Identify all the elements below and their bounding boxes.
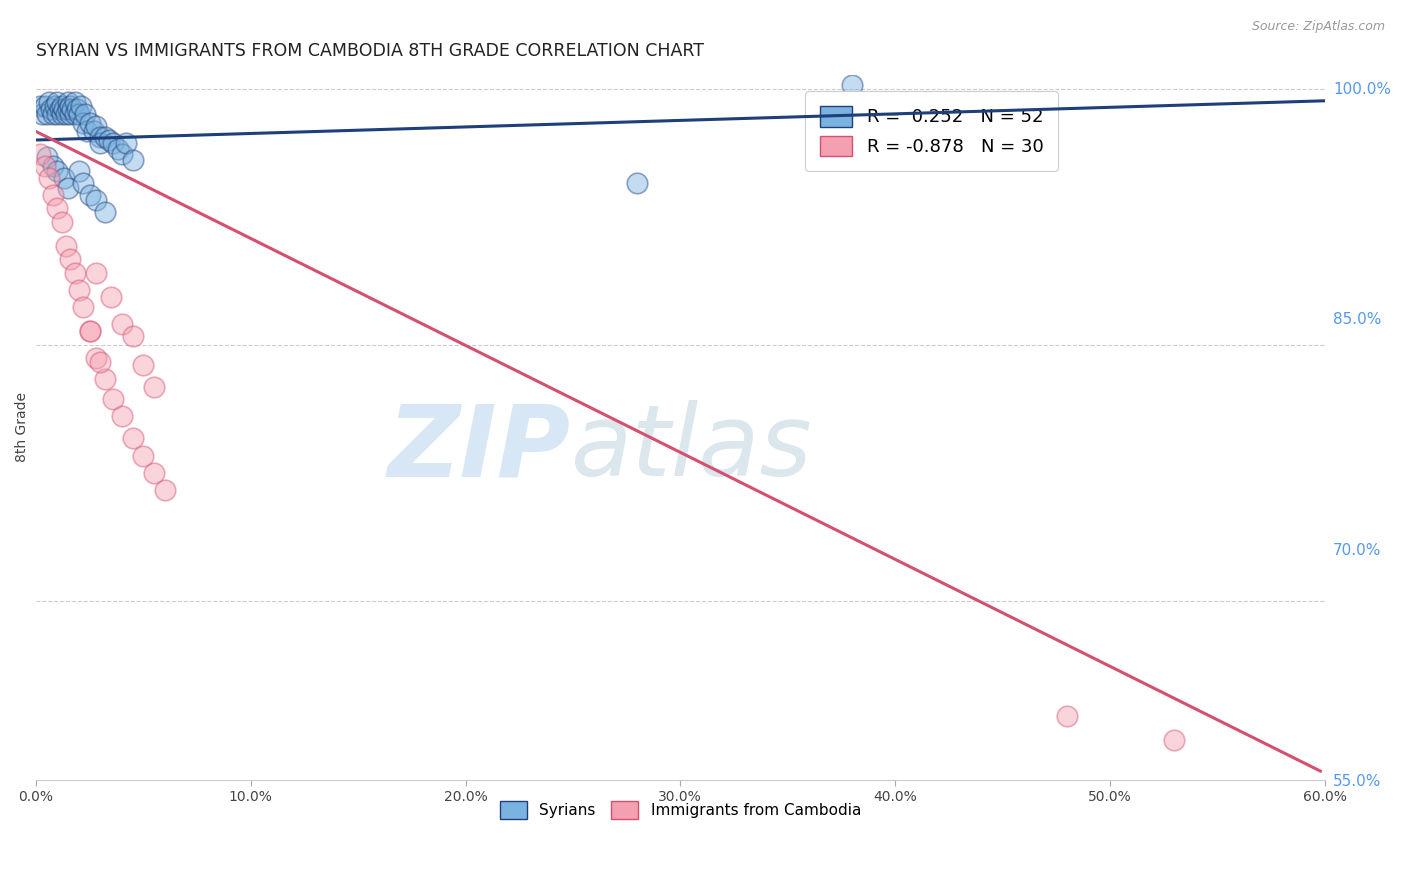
Point xyxy=(46,107,69,121)
Point xyxy=(103,136,125,151)
Point xyxy=(30,99,52,113)
Point xyxy=(63,95,86,110)
Point xyxy=(62,103,84,117)
Legend: Syrians, Immigrants from Cambodia: Syrians, Immigrants from Cambodia xyxy=(494,795,868,825)
Text: ZIP: ZIP xyxy=(388,400,571,497)
Point xyxy=(59,107,82,121)
Point xyxy=(51,215,73,229)
Point xyxy=(30,146,52,161)
Point xyxy=(72,176,94,190)
Point xyxy=(132,449,155,463)
Point xyxy=(42,107,65,121)
Point xyxy=(98,133,121,147)
Point xyxy=(100,290,122,304)
Point xyxy=(67,163,90,178)
Point xyxy=(42,159,65,173)
Text: Source: ZipAtlas.com: Source: ZipAtlas.com xyxy=(1251,20,1385,33)
Point xyxy=(56,95,79,110)
Point xyxy=(84,193,107,207)
Point xyxy=(34,99,56,113)
Point xyxy=(46,201,69,215)
Point xyxy=(35,107,58,121)
Point xyxy=(89,355,111,369)
Point xyxy=(75,107,97,121)
Point xyxy=(31,107,53,121)
Point xyxy=(38,170,60,185)
Point xyxy=(44,99,66,113)
Point xyxy=(70,99,93,113)
Point xyxy=(89,136,111,151)
Point xyxy=(143,466,166,480)
Text: atlas: atlas xyxy=(571,400,813,497)
Point xyxy=(84,351,107,366)
Point xyxy=(76,124,98,138)
Point xyxy=(89,129,111,144)
Point xyxy=(79,324,101,338)
Point xyxy=(59,99,82,113)
Point xyxy=(84,266,107,280)
Point xyxy=(48,103,70,117)
Point xyxy=(66,103,89,117)
Point xyxy=(35,150,58,164)
Point xyxy=(121,432,143,446)
Point xyxy=(72,300,94,314)
Point xyxy=(56,181,79,195)
Point xyxy=(143,380,166,394)
Point xyxy=(1163,733,1185,747)
Point xyxy=(46,163,69,178)
Point xyxy=(111,146,134,161)
Point xyxy=(626,176,648,190)
Point xyxy=(63,107,86,121)
Point xyxy=(153,483,176,497)
Point xyxy=(841,78,863,93)
Y-axis label: 8th Grade: 8th Grade xyxy=(15,392,30,462)
Point xyxy=(93,372,115,386)
Point xyxy=(56,103,79,117)
Point xyxy=(111,317,134,331)
Point xyxy=(63,266,86,280)
Point xyxy=(42,187,65,202)
Point xyxy=(115,136,138,151)
Point xyxy=(52,103,75,117)
Point xyxy=(52,170,75,185)
Point xyxy=(67,283,90,297)
Point xyxy=(34,159,56,173)
Point xyxy=(121,153,143,168)
Point xyxy=(121,329,143,343)
Point xyxy=(51,107,73,121)
Point xyxy=(79,187,101,202)
Point xyxy=(46,95,69,110)
Point xyxy=(72,116,94,130)
Point xyxy=(55,239,77,253)
Text: SYRIAN VS IMMIGRANTS FROM CAMBODIA 8TH GRADE CORRELATION CHART: SYRIAN VS IMMIGRANTS FROM CAMBODIA 8TH G… xyxy=(37,42,704,60)
Point xyxy=(59,252,82,267)
Point xyxy=(79,116,101,130)
Point xyxy=(93,204,115,219)
Point xyxy=(83,124,105,138)
Point xyxy=(55,107,77,121)
Point xyxy=(93,129,115,144)
Point xyxy=(51,99,73,113)
Point xyxy=(67,107,90,121)
Point xyxy=(84,120,107,134)
Point xyxy=(38,95,60,110)
Point xyxy=(103,392,125,407)
Point xyxy=(39,103,62,117)
Point xyxy=(1056,709,1078,723)
Point xyxy=(107,142,129,156)
Point xyxy=(132,358,155,372)
Point xyxy=(111,409,134,424)
Point xyxy=(79,324,101,338)
